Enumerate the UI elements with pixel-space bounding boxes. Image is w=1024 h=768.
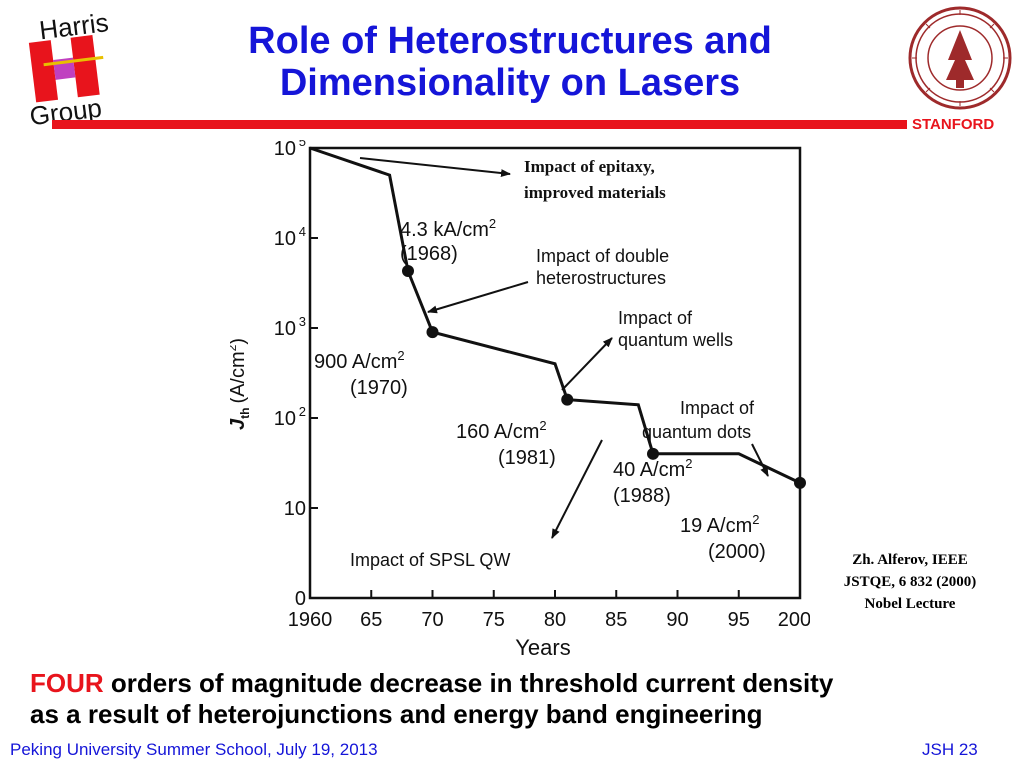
citation-line-3: Nobel Lecture [864,596,956,612]
annotation-40-value: 40 A/cm2 [613,456,693,481]
annotation-epitaxy-1: Impact of epitaxy, [524,157,655,176]
annotation-qw-1: Impact of [618,308,693,328]
y-tick-label: 10 [284,498,306,520]
x-axis-ticks: 1960 65 70 75 80 85 90 95 2000 [288,590,810,631]
data-point-marker [647,447,659,460]
y-tick-exponent: 3 [299,314,306,329]
data-point-marker [402,264,414,277]
y-tick-label: 10 [274,140,296,160]
x-tick-label: 95 [728,609,750,631]
x-tick-label: 1960 [288,609,333,631]
x-tick-label: 65 [360,609,382,631]
arrow-quantum-wells [561,337,613,391]
footer-slide-number: JSH 23 [922,740,978,759]
y-tick-label: 10 [274,228,296,250]
arrow-double-heterostructures [427,281,529,314]
x-tick-label: 80 [544,609,566,631]
conclusion-line-2: as a result of heterojunctions and energ… [30,699,763,729]
arrow-epitaxy [359,157,511,178]
x-tick-label: 70 [421,609,443,631]
annotation-spsl-qw: Impact of SPSL QW [350,550,510,570]
y-tick-label: 0 [295,588,306,610]
annotation-19-value: 19 A/cm2 [680,512,760,537]
annotation-qd-1: Impact of [680,398,755,418]
conclusion-line-1: FOUR orders of magnitude decrease in thr… [30,668,1020,699]
annotation-qw-2: quantum wells [618,330,733,350]
conclusion-text: FOUR orders of magnitude decrease in thr… [30,668,1020,730]
citation-line-2: JSTQE, 6 832 (2000) [843,574,977,590]
x-tick-label: 75 [483,609,505,631]
data-point-marker [561,393,574,406]
annotation-40-year: (1988) [613,485,671,507]
arrow-spsl-qw [551,439,603,539]
conclusion-line-1-rest: orders of magnitude decrease in threshol… [103,668,834,698]
y-axis-label: Jth(A/cm2) [230,338,252,430]
x-tick-label: 90 [666,609,688,631]
harris-group-logo: Harris Group [28,7,110,126]
annotation-900-year: (1970) [350,377,408,399]
title-line-2: Dimensionality on Lasers [279,62,741,104]
slide-title: Role of Heterostructures and Dimensional… [150,20,870,104]
y-tick-exponent: 2 [299,404,306,419]
data-point-marker [426,326,439,339]
stanford-seal-logo [908,6,1012,110]
annotation-double-hetero-2: heterostructures [536,268,666,288]
y-tick-label: 10 [274,408,296,430]
highlight-four: FOUR [30,668,104,698]
annotation-epitaxy-2: improved materials [524,183,666,202]
citation-line-1: Zh. Alferov, IEEE [852,552,968,568]
annotation-160-year: (1981) [498,447,556,469]
annotation-160-value: 160 A/cm2 [456,418,547,443]
annotation-qd-2: quantum dots [642,422,751,442]
annotation-19-year: (2000) [708,541,766,563]
x-axis-label: Years [515,635,570,660]
red-divider [52,120,907,129]
y-tick-label: 10 [274,318,296,340]
data-point-marker [794,476,806,489]
annotation-4300-value: 4.3 kA/cm2 [400,216,496,241]
annotation-4300-year: (1968) [400,243,458,265]
x-tick-label: 2000 [778,609,810,631]
stanford-label: STANFORD [912,116,995,133]
x-tick-label: 85 [605,609,627,631]
footer-event: Peking University Summer School, July 19… [10,740,378,759]
annotation-double-hetero-1: Impact of double [536,246,669,266]
title-line-1: Role of Heterostructures and [248,20,772,62]
y-tick-exponent: 5 [299,140,306,149]
arrow-quantum-dots [751,443,769,477]
annotation-900-value: 900 A/cm2 [314,348,405,373]
y-tick-exponent: 4 [299,224,306,239]
series-line [309,146,801,485]
